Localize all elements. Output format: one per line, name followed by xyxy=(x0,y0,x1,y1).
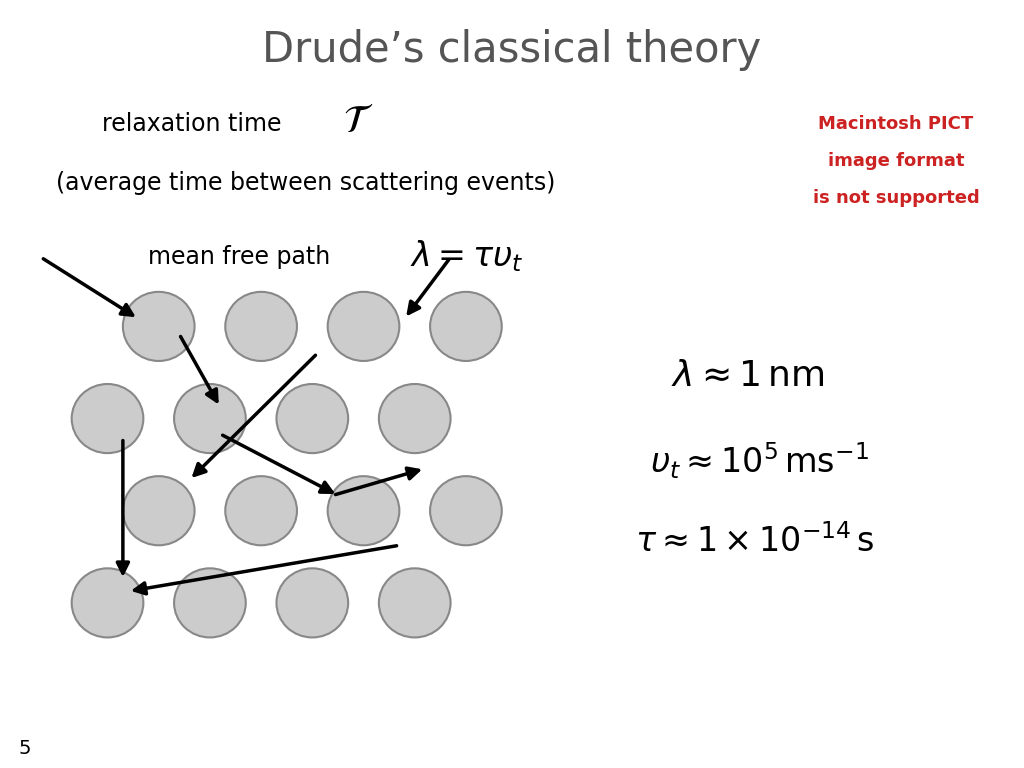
Text: Macintosh PICT: Macintosh PICT xyxy=(818,115,974,134)
Text: mean free path: mean free path xyxy=(148,244,331,269)
Text: $\lambda = \tau \upsilon_t$: $\lambda = \tau \upsilon_t$ xyxy=(410,239,523,274)
Text: $\lambda \approx 1\,\mathrm{nm}$: $\lambda \approx 1\,\mathrm{nm}$ xyxy=(671,359,823,393)
Ellipse shape xyxy=(225,292,297,361)
Text: image format: image format xyxy=(827,152,965,170)
Ellipse shape xyxy=(379,568,451,637)
Ellipse shape xyxy=(430,476,502,545)
Ellipse shape xyxy=(430,292,502,361)
Ellipse shape xyxy=(72,568,143,637)
Text: relaxation time: relaxation time xyxy=(102,112,282,137)
Ellipse shape xyxy=(328,292,399,361)
Text: $\tau \approx 1 \times 10^{-14}\,\mathrm{s}$: $\tau \approx 1 \times 10^{-14}\,\mathrm… xyxy=(635,524,874,559)
Ellipse shape xyxy=(379,384,451,453)
Ellipse shape xyxy=(276,568,348,637)
Ellipse shape xyxy=(72,384,143,453)
Ellipse shape xyxy=(123,476,195,545)
Ellipse shape xyxy=(328,476,399,545)
Ellipse shape xyxy=(123,292,195,361)
Text: $\upsilon_t \approx 10^5\,\mathrm{ms}^{-1}$: $\upsilon_t \approx 10^5\,\mathrm{ms}^{-… xyxy=(650,441,869,481)
Text: Drude’s classical theory: Drude’s classical theory xyxy=(262,29,762,71)
Ellipse shape xyxy=(174,384,246,453)
Text: 5: 5 xyxy=(18,740,31,758)
Text: (average time between scattering events): (average time between scattering events) xyxy=(56,170,556,195)
Text: $\mathcal{T}$: $\mathcal{T}$ xyxy=(343,102,374,141)
Ellipse shape xyxy=(174,568,246,637)
Ellipse shape xyxy=(225,476,297,545)
Ellipse shape xyxy=(276,384,348,453)
Text: is not supported: is not supported xyxy=(813,189,979,207)
